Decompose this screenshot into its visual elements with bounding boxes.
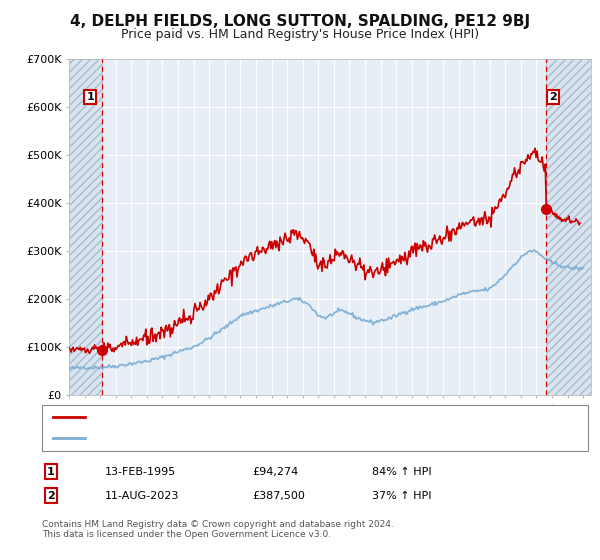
Text: 2: 2 — [47, 491, 55, 501]
Text: 4, DELPH FIELDS, LONG SUTTON, SPALDING, PE12 9BJ: 4, DELPH FIELDS, LONG SUTTON, SPALDING, … — [70, 14, 530, 29]
Text: 2: 2 — [549, 92, 557, 102]
Text: 37% ↑ HPI: 37% ↑ HPI — [372, 491, 431, 501]
Text: 11-AUG-2023: 11-AUG-2023 — [105, 491, 179, 501]
Text: 4, DELPH FIELDS, LONG SUTTON, SPALDING, PE12 9BJ (detached house): 4, DELPH FIELDS, LONG SUTTON, SPALDING, … — [91, 412, 485, 422]
Text: £387,500: £387,500 — [252, 491, 305, 501]
Bar — [546, 59, 591, 395]
Text: Price paid vs. HM Land Registry's House Price Index (HPI): Price paid vs. HM Land Registry's House … — [121, 28, 479, 41]
Bar — [69, 59, 102, 395]
Text: HPI: Average price, detached house, South Holland: HPI: Average price, detached house, Sout… — [91, 433, 370, 444]
Text: £94,274: £94,274 — [252, 466, 298, 477]
Text: 13-FEB-1995: 13-FEB-1995 — [105, 466, 176, 477]
Text: 84% ↑ HPI: 84% ↑ HPI — [372, 466, 431, 477]
Text: Contains HM Land Registry data © Crown copyright and database right 2024.
This d: Contains HM Land Registry data © Crown c… — [42, 520, 394, 539]
Text: 1: 1 — [47, 466, 55, 477]
Text: 1: 1 — [86, 92, 94, 102]
